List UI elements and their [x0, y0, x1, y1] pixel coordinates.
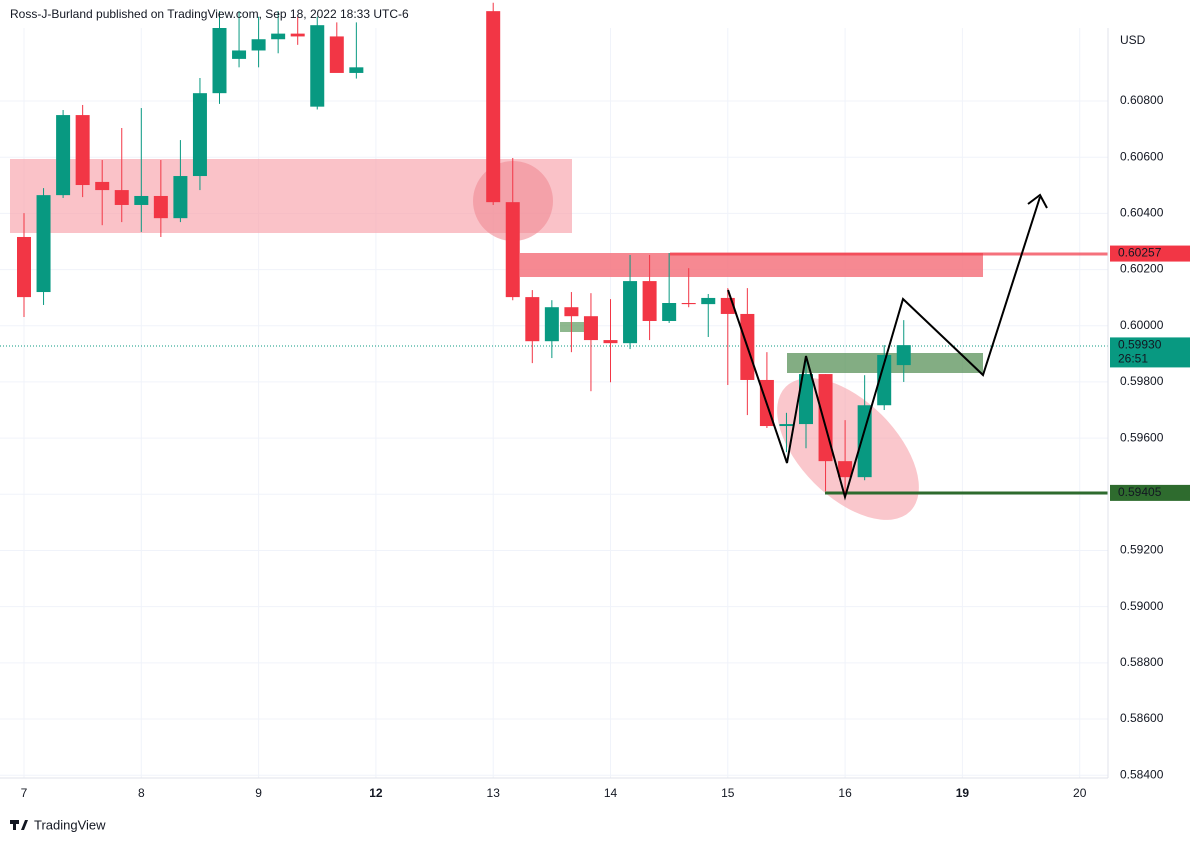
- candle-body: [525, 297, 540, 342]
- price-label: 0.59930: [1118, 338, 1162, 352]
- x-tick-label: 16: [838, 786, 852, 800]
- candle-body: [544, 307, 559, 342]
- candle-body: [505, 202, 520, 298]
- x-tick-label: 7: [21, 786, 28, 800]
- x-tick-label: 20: [1073, 786, 1087, 800]
- candle-body: [603, 340, 618, 344]
- candle-body: [153, 195, 168, 219]
- candle-body: [623, 281, 638, 344]
- y-tick-label: 0.60600: [1120, 149, 1164, 163]
- candle-body: [701, 297, 716, 305]
- projection-path: [727, 196, 1041, 501]
- candles: [17, 2, 911, 498]
- candle-body: [564, 307, 579, 317]
- x-tick-label: 12: [369, 786, 383, 800]
- candle-body: [212, 28, 227, 94]
- logo: [10, 820, 28, 830]
- x-tick-label: 14: [604, 786, 618, 800]
- countdown-label: 26:51: [1118, 352, 1148, 366]
- candle-body: [838, 461, 853, 478]
- footer-brand: TradingView: [34, 817, 106, 832]
- candle-body: [95, 181, 110, 191]
- candle-body: [662, 303, 677, 321]
- y-tick-label: 0.59600: [1120, 430, 1164, 444]
- y-tick-label: 0.58400: [1120, 767, 1164, 781]
- candle-body: [251, 39, 266, 51]
- x-tick-label: 8: [138, 786, 145, 800]
- x-tick-label: 13: [487, 786, 501, 800]
- candle-body: [310, 25, 325, 107]
- y-tick-label: 0.60200: [1120, 262, 1164, 276]
- candle-body: [349, 67, 364, 73]
- candle-body: [779, 424, 794, 427]
- candle-body: [192, 93, 207, 177]
- candle-body: [290, 33, 305, 37]
- currency: USD: [1120, 33, 1146, 47]
- price-label-box: [1110, 337, 1190, 368]
- small-zone: [560, 322, 586, 332]
- candle-body: [134, 195, 149, 205]
- candle-body: [56, 115, 71, 196]
- arrow-head: [1027, 193, 1048, 209]
- candle-body: [486, 11, 501, 203]
- x-tick-label: 9: [255, 786, 262, 800]
- header: Ross-J-Burland published on TradingView.…: [10, 7, 409, 21]
- candle-body: [17, 236, 31, 298]
- y-tick-label: 0.59800: [1120, 374, 1164, 388]
- candle-body: [642, 281, 657, 321]
- candle-body: [75, 115, 90, 186]
- y-tick-label: 0.58600: [1120, 711, 1164, 725]
- candle-body: [877, 354, 892, 406]
- candle-body: [857, 405, 872, 478]
- candle-body: [896, 345, 911, 366]
- y-tick-label: 0.58800: [1120, 655, 1164, 669]
- x-tick-label: 15: [721, 786, 735, 800]
- y-tick-label: 0.60400: [1120, 206, 1164, 220]
- price-label: 0.60257: [1118, 246, 1162, 260]
- y-tick-label: 0.60000: [1120, 318, 1164, 332]
- price-axis: [1108, 0, 1192, 842]
- x-tick-label: 19: [956, 786, 970, 800]
- resistance-zone: [520, 253, 983, 277]
- price-label-box: [1110, 245, 1190, 262]
- y-tick-label: 0.60800: [1120, 93, 1164, 107]
- candle-body: [173, 176, 188, 219]
- candle-body: [36, 195, 51, 293]
- candle-body: [114, 190, 129, 205]
- candle-body: [583, 316, 598, 341]
- y-tick-label: 0.59200: [1120, 543, 1164, 557]
- y-tick-label: 0.59000: [1120, 599, 1164, 613]
- candle-body: [799, 374, 813, 425]
- candle-body: [329, 36, 344, 73]
- price-label-box: [1110, 484, 1190, 501]
- price-label: 0.59405: [1118, 485, 1162, 499]
- candle-body: [271, 33, 286, 40]
- candle-body: [232, 50, 247, 59]
- candle-body: [681, 303, 696, 305]
